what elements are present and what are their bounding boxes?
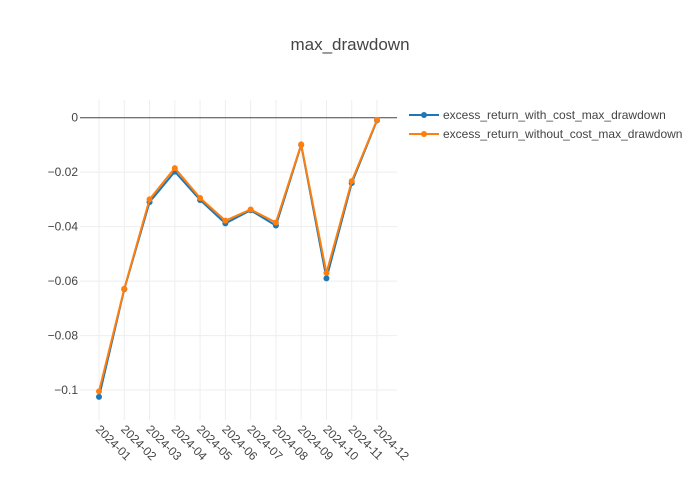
data-point[interactable]: [348, 178, 355, 185]
y-tick-label: −0.1: [54, 383, 78, 397]
y-tick-label: −0.06: [48, 274, 79, 288]
data-point[interactable]: [146, 196, 153, 203]
y-tick-label: −0.02: [48, 165, 79, 179]
data-point[interactable]: [121, 285, 128, 292]
data-point[interactable]: [222, 217, 229, 224]
data-point[interactable]: [171, 165, 178, 172]
data-point[interactable]: [272, 219, 279, 226]
chart-title: max_drawdown: [290, 35, 409, 54]
plot-area: 0−0.02−0.04−0.06−0.08−0.12024-012024-022…: [48, 100, 412, 463]
legend: excess_return_with_cost_max_drawdownexce…: [409, 108, 682, 141]
data-point[interactable]: [197, 195, 204, 202]
series-line: [98, 119, 378, 392]
data-point[interactable]: [96, 393, 102, 400]
data-point[interactable]: [323, 269, 330, 276]
legend-label: excess_return_with_cost_max_drawdown: [443, 108, 666, 122]
data-point[interactable]: [374, 116, 380, 123]
series-1: [96, 117, 380, 400]
data-point[interactable]: [247, 206, 254, 213]
legend-marker-icon: [421, 112, 427, 118]
series-2: [96, 116, 380, 395]
legend-item[interactable]: excess_return_with_cost_max_drawdown: [409, 108, 666, 122]
y-tick-label: −0.04: [48, 220, 79, 234]
y-tick-label: −0.08: [48, 329, 79, 343]
y-tick-label: 0: [71, 111, 78, 125]
legend-item[interactable]: excess_return_without_cost_max_drawdown: [409, 127, 682, 141]
data-point[interactable]: [298, 141, 305, 148]
series-line: [98, 120, 378, 398]
data-point[interactable]: [323, 275, 330, 282]
legend-label: excess_return_without_cost_max_drawdown: [443, 127, 682, 141]
legend-marker-icon: [421, 131, 427, 137]
data-point[interactable]: [96, 388, 102, 395]
